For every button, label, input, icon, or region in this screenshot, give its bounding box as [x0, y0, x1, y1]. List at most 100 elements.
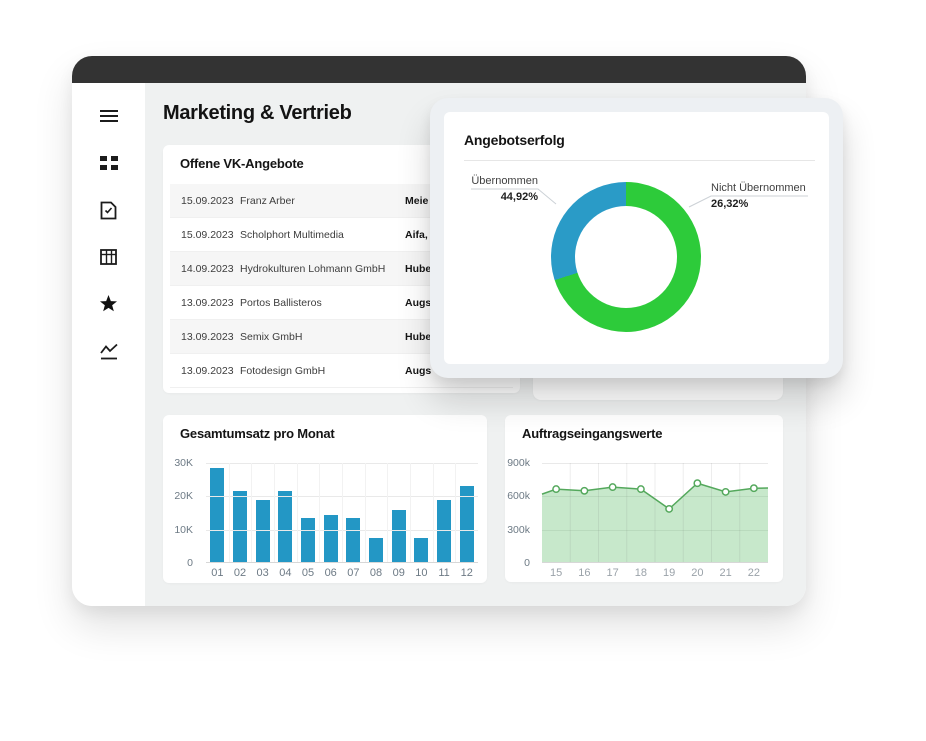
table-icon[interactable]: [99, 247, 119, 267]
y-tick-label: 10K: [174, 523, 193, 536]
bar-slot: [206, 463, 229, 563]
x-tick-label: 04: [279, 567, 292, 579]
bar[interactable]: [459, 486, 474, 563]
bar-chart-title: Gesamtumsatz pro Monat: [180, 426, 335, 441]
row-extra: Aifa,: [405, 228, 428, 241]
pie-label-value: 26,32%: [711, 198, 749, 210]
bar-slot: [297, 463, 320, 563]
bar-ylabels: 30K 20K 10K 0: [163, 457, 201, 569]
bar-slot: [319, 463, 342, 563]
bar[interactable]: [346, 518, 361, 563]
area-ylabels: 900k 600k 300k 0: [505, 457, 538, 569]
bar[interactable]: [278, 491, 293, 563]
offers-panel-title: Offene VK-Angebote: [180, 156, 304, 171]
popup-frame: Angebotserfolg Übernommen 44,92% Nicht Ü…: [430, 98, 843, 378]
row-company: Portos Ballisteros: [240, 296, 322, 309]
x-tick-label: 11: [438, 567, 450, 579]
row-company: Hydrokulturen Lohmann GmbH: [240, 262, 386, 275]
x-axis-line: [542, 562, 768, 563]
bar[interactable]: [255, 499, 270, 563]
x-tick-label: 22: [747, 567, 760, 579]
bar-slot: [365, 463, 388, 563]
bar-slot: [274, 463, 297, 563]
pie-label-nicht-uebernommen: Nicht Übernommen 26,32%: [711, 182, 806, 211]
bar[interactable]: [323, 514, 338, 563]
bar-slot: [387, 463, 410, 563]
x-tick-label: 21: [719, 567, 732, 579]
page-title: Marketing & Vertrieb: [163, 102, 352, 124]
donut-chart[interactable]: [551, 182, 701, 332]
row-date: 15.09.2023: [181, 228, 234, 241]
x-tick-label: 01: [211, 567, 224, 579]
bar-chart-panel: Gesamtumsatz pro Monat 30K 20K 10K 0 01 02 03…: [163, 415, 487, 583]
data-point-marker[interactable]: [636, 485, 645, 494]
x-tick-label: 05: [301, 567, 315, 579]
sidebar: [72, 83, 145, 606]
bar[interactable]: [301, 518, 316, 563]
bar-slot: [410, 463, 433, 563]
bar[interactable]: [437, 499, 452, 563]
bar-slot: [433, 463, 456, 563]
y-tick-label: 600k: [507, 490, 530, 503]
bar[interactable]: [210, 468, 225, 563]
divider: [464, 160, 815, 161]
app-window: Marketing & Vertrieb Offene VK-Angebote …: [72, 56, 843, 606]
area-chart-panel: Auftragseingangswerte 900k 600k 300k 0 15 16…: [505, 415, 783, 582]
bar[interactable]: [391, 509, 406, 563]
gridline: [319, 463, 321, 563]
y-tick-label: 0: [524, 557, 530, 569]
bar[interactable]: [233, 491, 247, 563]
window-titlebar: [72, 56, 806, 83]
row-company: Fotodesign GmbH: [240, 364, 326, 377]
row-date: 14.09.2023: [181, 262, 234, 275]
area-chart-title: Auftragseingangswerte: [522, 426, 663, 441]
bar-slot: [342, 463, 365, 563]
x-tick-label: 17: [606, 567, 619, 579]
x-tick-label: 10: [415, 567, 428, 579]
gridline: [364, 463, 366, 563]
gridline: [542, 496, 768, 498]
data-point-marker[interactable]: [749, 484, 758, 493]
gridline: [455, 463, 457, 563]
pie-chart-title: Angebotserfolg: [464, 132, 565, 148]
star-icon[interactable]: [99, 294, 119, 314]
bar[interactable]: [414, 538, 429, 563]
data-point-marker[interactable]: [552, 485, 561, 494]
data-point-marker[interactable]: [721, 487, 730, 496]
data-point-marker[interactable]: [693, 479, 702, 488]
bar-plot[interactable]: [206, 463, 478, 563]
gridline: [432, 463, 434, 563]
data-point-marker[interactable]: [665, 504, 674, 513]
y-tick-label: 900k: [507, 457, 530, 469]
area-plot[interactable]: [541, 463, 769, 563]
y-tick-label: 20K: [174, 490, 193, 503]
gridline: [228, 463, 230, 563]
x-tick-label: 09: [392, 567, 405, 579]
sheet-check-icon[interactable]: [99, 200, 119, 220]
menu-icon[interactable]: [99, 106, 119, 126]
x-tick-label: 19: [663, 567, 676, 579]
gridline: [342, 463, 343, 563]
dashboard-grid-icon[interactable]: [99, 153, 119, 173]
row-company: Semix GmbH: [240, 330, 303, 343]
row-date: 13.09.2023: [181, 330, 234, 343]
pie-label-text: Nicht Übernommen: [711, 182, 806, 194]
data-point-marker[interactable]: [580, 486, 589, 495]
bar[interactable]: [369, 538, 384, 563]
bar-slot: [251, 463, 274, 563]
row-extra: Hube: [405, 330, 432, 343]
x-tick-label: 18: [634, 567, 647, 579]
data-point-marker[interactable]: [608, 483, 617, 492]
row-date: 13.09.2023: [181, 364, 234, 377]
gridline: [251, 463, 253, 563]
x-tick-label: 20: [691, 567, 704, 579]
pie-label-uebernommen: Übernommen 44,92%: [471, 175, 538, 204]
x-tick-label: 15: [550, 567, 563, 579]
pie-label-text: Übernommen: [471, 175, 538, 187]
row-extra: Meie: [405, 194, 429, 207]
row-date: 15.09.2023: [181, 194, 234, 207]
gridline: [296, 463, 298, 563]
x-tick-label: 16: [578, 567, 591, 579]
line-chart-icon[interactable]: [99, 341, 119, 361]
x-axis-line: [206, 562, 478, 563]
